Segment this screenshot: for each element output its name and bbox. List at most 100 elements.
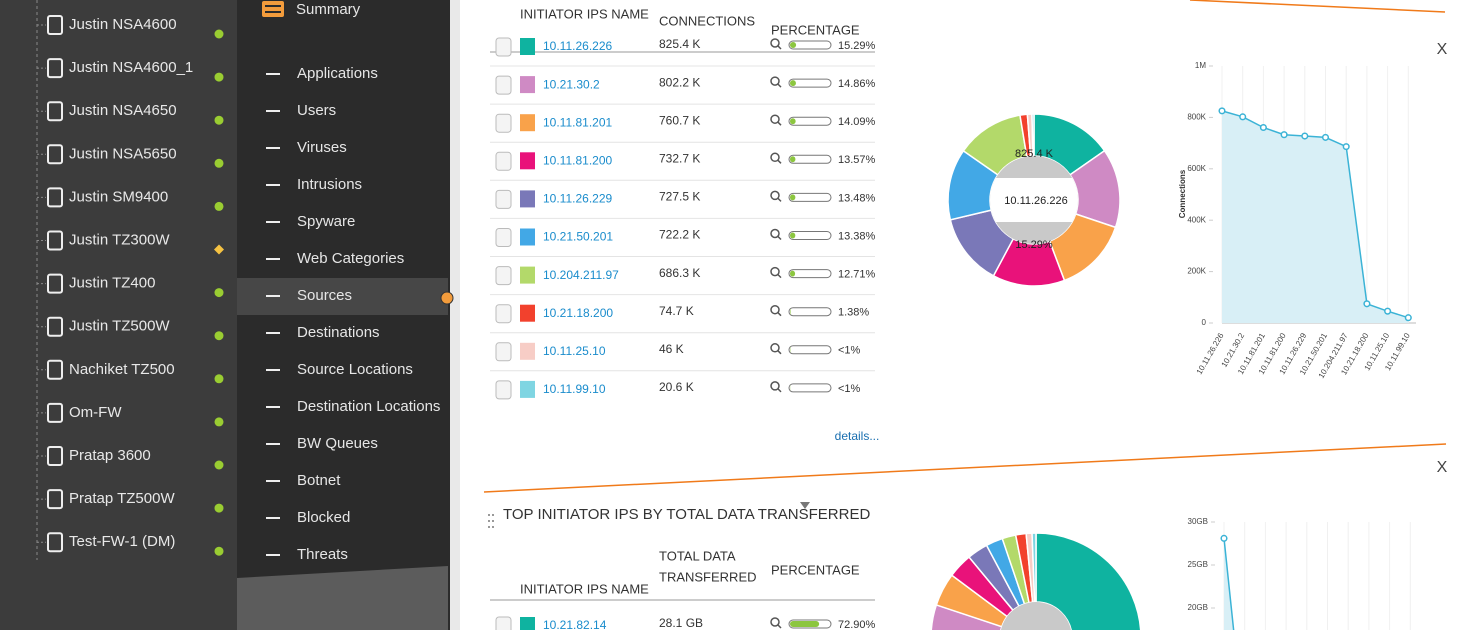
device-checkbox[interactable]: [47, 58, 63, 79]
line-point[interactable]: [1239, 113, 1247, 121]
device-name[interactable]: Justin NSA4600: [69, 16, 177, 33]
row-checkbox[interactable]: [495, 616, 512, 630]
device-checkbox[interactable]: [47, 230, 63, 251]
percentage-track: [788, 383, 832, 393]
ip-link[interactable]: 10.21.50.201: [543, 230, 613, 244]
device-checkbox[interactable]: [47, 15, 63, 35]
line-point[interactable]: [1342, 143, 1350, 151]
search-icon[interactable]: [770, 304, 780, 315]
ip-link[interactable]: 10.21.30.2: [543, 77, 600, 91]
dropdown-arrow[interactable]: [800, 502, 810, 509]
menu-item[interactable]: Sources: [297, 287, 352, 304]
close-button[interactable]: X: [1437, 41, 1448, 58]
search-icon[interactable]: [770, 617, 780, 627]
line-point[interactable]: [1404, 314, 1412, 322]
search-icon[interactable]: [770, 152, 780, 163]
search-icon[interactable]: [770, 266, 780, 277]
search-icon[interactable]: [770, 381, 780, 391]
line-point[interactable]: [1280, 131, 1288, 139]
device-name[interactable]: Justin TZ500W: [69, 318, 170, 335]
menu-item[interactable]: Destinations: [297, 324, 380, 341]
device-name[interactable]: Om-FW: [69, 404, 122, 421]
line-point[interactable]: [1301, 132, 1309, 140]
search-icon[interactable]: [770, 38, 780, 48]
device-name[interactable]: Justin NSA4600_1: [69, 59, 193, 76]
row-checkbox[interactable]: [495, 304, 512, 324]
line-point[interactable]: [1321, 133, 1330, 141]
ip-link[interactable]: 10.204.211.97: [543, 268, 619, 282]
row-checkbox[interactable]: [495, 342, 512, 362]
line-point[interactable]: [1259, 123, 1267, 132]
menu-item[interactable]: Intrusions: [297, 176, 362, 193]
search-icon[interactable]: [770, 228, 780, 239]
line-point[interactable]: [1220, 534, 1228, 542]
row-checkbox[interactable]: [495, 75, 512, 95]
ip-link[interactable]: 10.11.26.229: [543, 192, 613, 206]
menu-item[interactable]: Web Categories: [297, 250, 404, 267]
search-icon[interactable]: [770, 190, 780, 201]
device-name[interactable]: Justin SM9400: [69, 188, 168, 205]
menu-item[interactable]: Source Locations: [297, 361, 413, 378]
ip-link[interactable]: 10.11.26.226: [543, 39, 613, 53]
status-icon: [214, 546, 224, 556]
device-checkbox[interactable]: [47, 532, 63, 553]
row-checkbox[interactable]: [495, 189, 512, 209]
ip-link[interactable]: 10.11.25.10: [543, 344, 606, 358]
device-name[interactable]: Justin NSA5650: [69, 145, 177, 162]
row-checkbox[interactable]: [495, 151, 512, 171]
device-checkbox[interactable]: [47, 446, 63, 466]
search-icon[interactable]: [770, 76, 780, 86]
row-checkbox[interactable]: [495, 380, 512, 400]
device-name[interactable]: Justin NSA4650: [69, 102, 177, 119]
menu-item[interactable]: Applications: [297, 65, 378, 82]
line-point[interactable]: [1363, 300, 1371, 308]
status-icon: [214, 417, 224, 427]
menu-footer: [237, 566, 448, 630]
row-checkbox[interactable]: [495, 266, 512, 286]
device-name[interactable]: Nachiket TZ500: [69, 361, 175, 378]
column-header: INITIATOR IPS NAME: [520, 581, 649, 596]
ip-link[interactable]: 10.11.99.10: [543, 382, 606, 396]
column-header: TRANSFERRED: [659, 569, 757, 584]
percentage-label: <1%: [838, 345, 861, 357]
device-checkbox[interactable]: [47, 187, 63, 208]
percentage-label: 72.90%: [838, 619, 876, 630]
row-checkbox[interactable]: [495, 37, 512, 57]
device-checkbox[interactable]: [47, 101, 63, 122]
menu-item[interactable]: Botnet: [297, 472, 341, 489]
device-name[interactable]: Justin TZ300W: [69, 231, 170, 248]
menu-title[interactable]: Summary: [296, 1, 361, 18]
search-icon: [777, 235, 782, 241]
line-point[interactable]: [1384, 307, 1392, 315]
menu-item[interactable]: Spyware: [297, 213, 355, 230]
device-name[interactable]: Justin TZ400: [69, 275, 155, 292]
close-button[interactable]: X: [1437, 459, 1448, 476]
row-checkbox[interactable]: [495, 113, 512, 133]
ip-link[interactable]: 10.21.82.14: [543, 618, 607, 630]
menu-item[interactable]: Users: [297, 102, 336, 119]
ip-link[interactable]: 10.21.18.200: [543, 306, 613, 320]
device-checkbox[interactable]: [47, 489, 63, 510]
details-link[interactable]: details...: [835, 429, 880, 443]
donut-slice[interactable]: [932, 532, 1142, 630]
device-checkbox[interactable]: [47, 359, 63, 380]
device-name[interactable]: Pratap 3600: [69, 447, 151, 464]
menu-item[interactable]: BW Queues: [297, 435, 378, 452]
search-icon[interactable]: [770, 343, 780, 353]
device-name[interactable]: Test-FW-1 (DM): [69, 533, 175, 550]
menu-item[interactable]: Threats: [297, 546, 348, 563]
menu-item[interactable]: Blocked: [297, 509, 350, 526]
device-checkbox[interactable]: [47, 316, 63, 337]
device-name[interactable]: Pratap TZ500W: [69, 490, 175, 507]
menu-item[interactable]: Destination Locations: [297, 398, 440, 415]
row-checkbox[interactable]: [495, 228, 512, 247]
device-checkbox[interactable]: [47, 402, 63, 423]
menu-item[interactable]: Viruses: [297, 139, 347, 156]
device-checkbox[interactable]: [47, 144, 63, 165]
search-icon[interactable]: [770, 114, 780, 124]
device-checkbox[interactable]: [47, 273, 63, 294]
ip-link[interactable]: 10.11.81.200: [543, 153, 613, 167]
line-point[interactable]: [1218, 107, 1226, 115]
line-area: [1224, 538, 1234, 630]
ip-link[interactable]: 10.11.81.201: [543, 115, 613, 129]
